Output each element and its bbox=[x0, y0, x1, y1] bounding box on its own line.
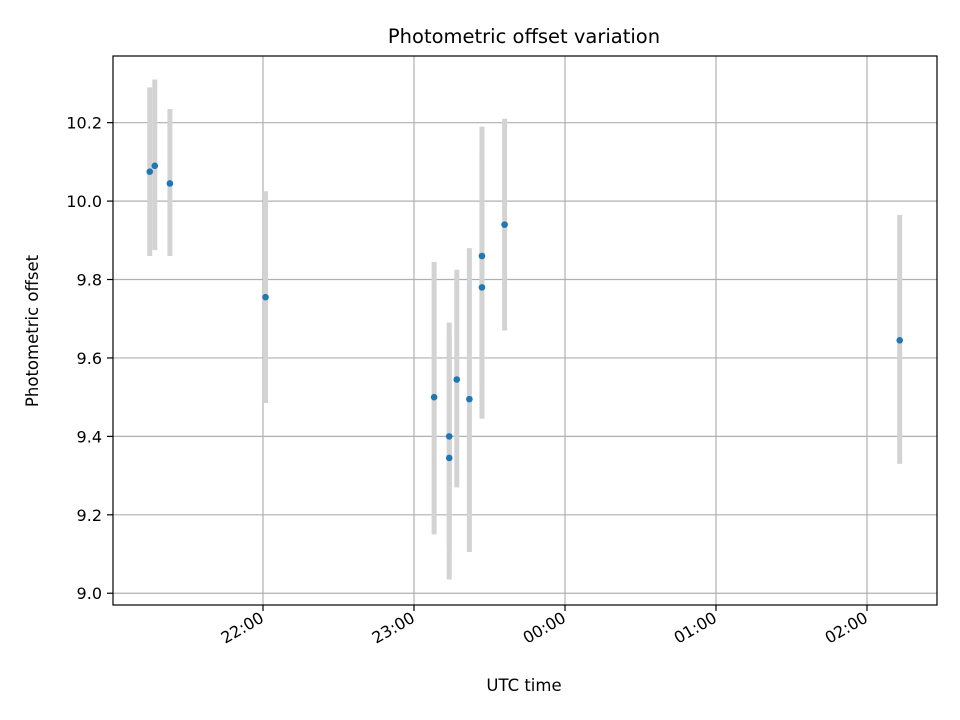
y-axis: 9.0 9.2 9.4 9.6 9.8 10.0 10.2 bbox=[66, 114, 113, 603]
y-axis-label: Photometric offset bbox=[23, 254, 42, 407]
data-point bbox=[501, 221, 508, 228]
chart-title: Photometric offset variation bbox=[388, 25, 660, 48]
data-point bbox=[146, 168, 154, 175]
data-points bbox=[146, 162, 904, 462]
grid bbox=[113, 56, 937, 605]
y-tick-label: 10.2 bbox=[66, 114, 102, 133]
data-point bbox=[896, 337, 904, 344]
data-point bbox=[453, 376, 461, 383]
x-axis-label: UTC time bbox=[486, 676, 561, 695]
y-tick-label: 10.0 bbox=[66, 192, 102, 211]
data-point bbox=[262, 293, 269, 301]
data-point bbox=[151, 162, 159, 170]
y-tick-label: 9.2 bbox=[77, 506, 102, 525]
data-point bbox=[430, 393, 438, 401]
data-point bbox=[445, 454, 453, 462]
y-tick-label: 9.8 bbox=[77, 271, 102, 290]
data-point bbox=[466, 395, 473, 403]
y-tick-label: 9.6 bbox=[77, 349, 102, 368]
data-point bbox=[445, 433, 453, 440]
plot-frame bbox=[112, 55, 938, 606]
data-point bbox=[478, 252, 486, 260]
plot-area bbox=[113, 56, 937, 605]
y-tick-label: 9.0 bbox=[77, 584, 102, 603]
data-point bbox=[166, 180, 174, 187]
y-tick-label: 9.4 bbox=[77, 427, 102, 446]
data-point bbox=[478, 284, 486, 291]
